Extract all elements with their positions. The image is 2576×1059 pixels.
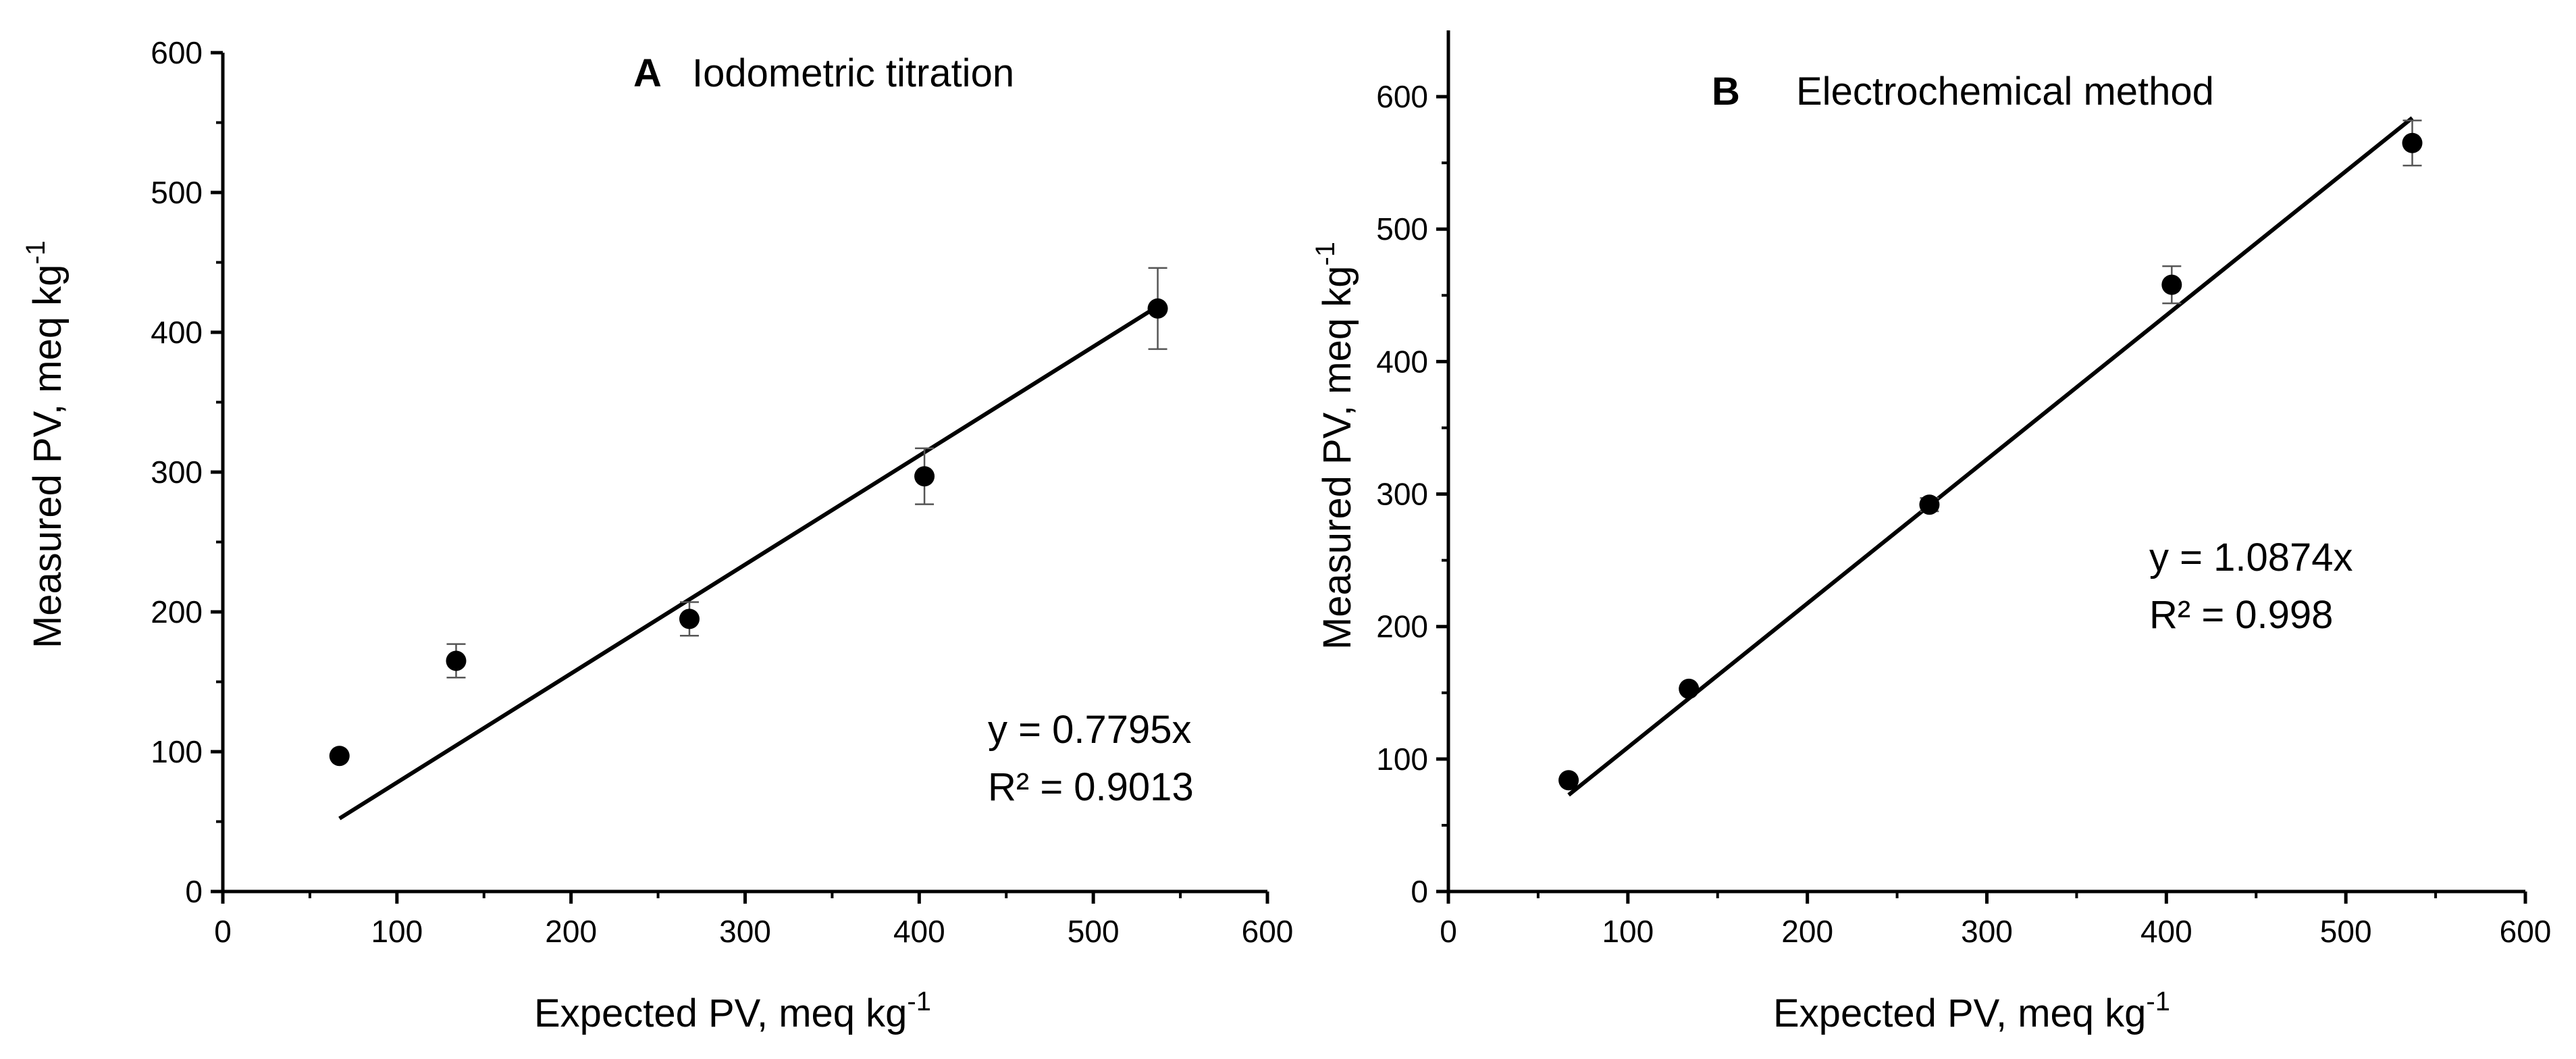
panel-a-letter: A [633,51,662,95]
panel-b-x-axis-label: Expected PV, meq kg-1 [1773,987,2170,1035]
panel-a-chart: A Iodometric titration y = 0.7795x R² = … [21,35,1293,1035]
panel-b-y-tick-label: 100 [1376,742,1428,777]
panel-b-x-tick-label: 0 [1440,914,1457,949]
panel-a-x-tick-label: 300 [719,914,771,949]
panel-a-equation: y = 0.7795x [988,708,1192,752]
panel-b-x-tick-label: 100 [1602,914,1654,949]
panel-a-y-tick-label: 300 [151,455,203,490]
panel-a-y-tick-label: 500 [151,175,203,210]
panel-b-x-tick-label: 400 [2140,914,2192,949]
panel-b-y-tick-label: 0 [1411,874,1428,909]
panel-a-x-tick-label: 100 [371,914,423,949]
panel-b-r2: R² = 0.998 [2149,593,2333,637]
panel-a-x-tick-label: 400 [893,914,945,949]
panel-b-data-point [2161,274,2182,295]
panel-a-x-tick-label: 500 [1068,914,1120,949]
panel-b-x-tick-label: 300 [1961,914,2013,949]
panel-b-y-tick-label: 200 [1376,609,1428,644]
panel-a-fit-line [338,304,1159,821]
panel-a-y-tick-label: 0 [185,874,203,909]
panel-b-y-tick-label: 400 [1376,344,1428,379]
panel-b-y-tick-label: 300 [1376,477,1428,512]
panel-a-y-tick-label: 200 [151,594,203,629]
panel-b-data-point [1558,770,1579,791]
panel-b-y-tick-label: 500 [1376,211,1428,247]
panel-a-x-axis-label: Expected PV, meq kg-1 [534,987,931,1035]
panel-a-y-axis-label: Measured PV, meq kg-1 [21,240,70,648]
panel-a-x-tick-label: 0 [214,914,232,949]
panel-b-data-point [2402,132,2423,153]
panel-a-y-tick-label: 400 [151,315,203,350]
panel-a-data-point [679,609,700,629]
panel-b-data-point [1919,494,1940,515]
panel-b-fit-line [1567,116,2414,797]
panel-b-equation: y = 1.0874x [2149,536,2353,579]
panel-a-y-tick-label: 600 [151,35,203,70]
panel-b-x-tick-label: 200 [1781,914,1833,949]
panel-b-y-tick-label: 600 [1376,79,1428,114]
panel-b-title: Electrochemical method [1796,70,2214,113]
panel-a-y-tick-label: 100 [151,734,203,769]
panel-a-title: Iodometric titration [692,51,1014,95]
panel-b-x-tick-label: 600 [2500,914,2552,949]
panel-a-x-tick-label: 200 [545,914,597,949]
panel-b-data-point [1679,678,1700,699]
panel-a-data-point [329,746,350,767]
panel-b-chart: B Electrochemical method y = 1.0874x R² … [1311,30,2551,1035]
panel-a-data-point [914,466,935,487]
panel-a-data-point [446,650,467,671]
panel-b-y-axis-label: Measured PV, meq kg-1 [1311,242,1359,650]
panel-a-r2: R² = 0.9013 [988,765,1194,809]
panel-a-data-point [1147,298,1168,319]
panel-a-x-tick-label: 600 [1242,914,1294,949]
panel-b-letter: B [1712,70,1740,113]
panel-b-x-tick-label: 500 [2320,914,2372,949]
